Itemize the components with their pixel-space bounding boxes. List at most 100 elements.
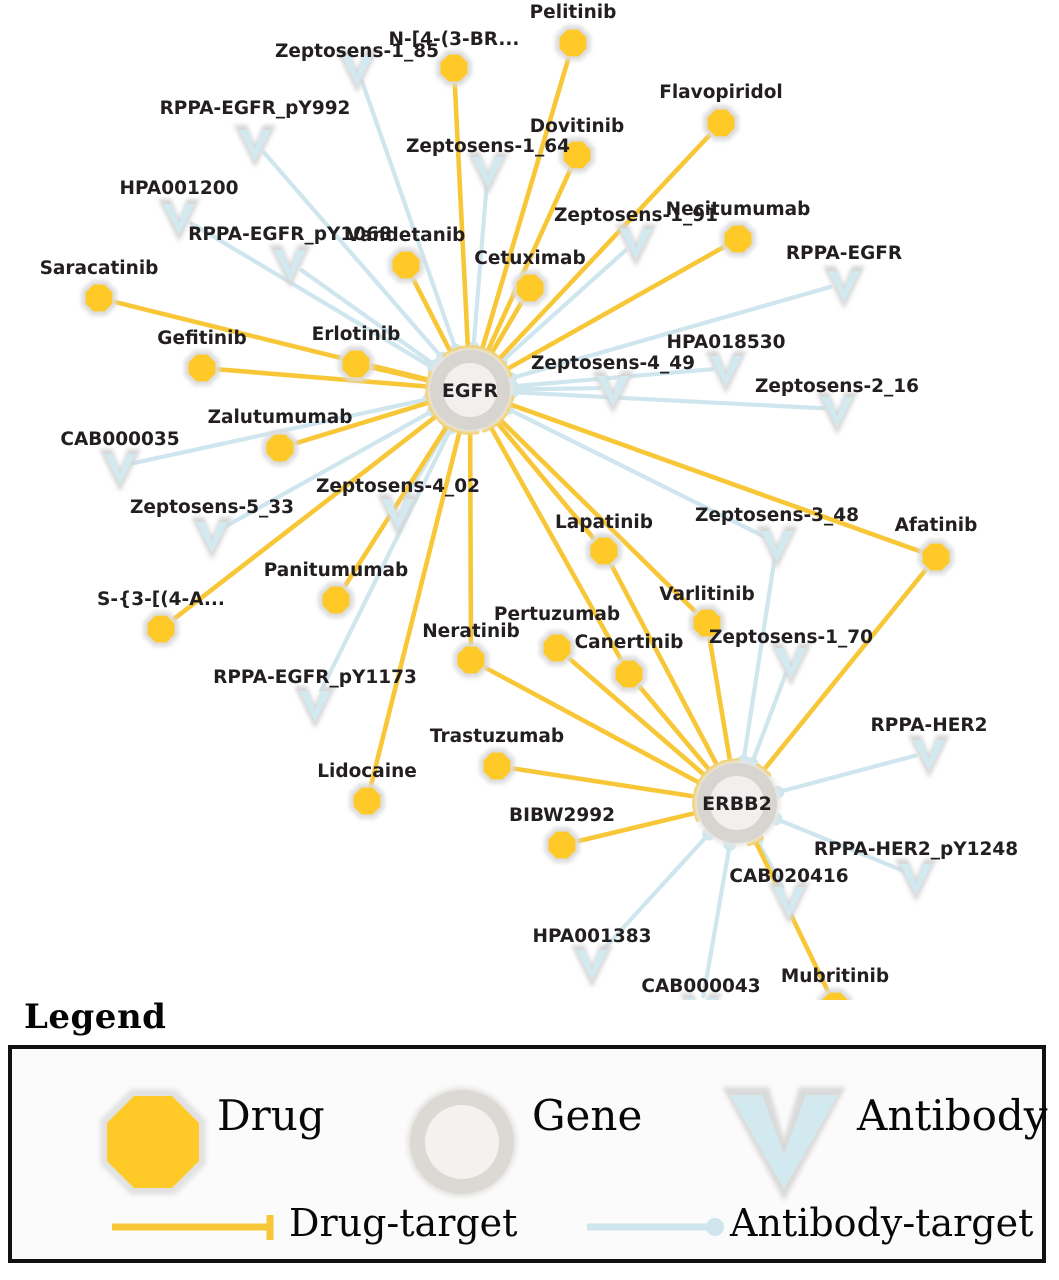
antibody-node[interactable] xyxy=(816,392,858,435)
gene-node-label: EGFR xyxy=(442,380,499,402)
drug-node[interactable] xyxy=(184,350,220,386)
antibody-node[interactable] xyxy=(768,882,810,925)
drug-target-edge xyxy=(452,79,478,351)
legend-edge-label-drug-target: Drug-target xyxy=(289,1201,518,1245)
drug-node[interactable] xyxy=(703,105,739,141)
antibody-node[interactable] xyxy=(269,245,311,288)
legend-title: Legend xyxy=(24,997,167,1037)
antibody-node-label: Zeptosens-1_91 xyxy=(554,205,718,226)
drug-octagon-icon xyxy=(100,1089,206,1195)
drug-node-label: Pelitinib xyxy=(530,2,617,23)
drug-node[interactable] xyxy=(544,827,580,863)
drug-node-label: Erlotinib xyxy=(312,324,401,345)
drug-node[interactable] xyxy=(453,642,489,678)
drug-node-label: Gefitinib xyxy=(157,328,246,349)
drug-node[interactable] xyxy=(338,346,374,382)
legend-edge-label-antibody-target: Antibody-target xyxy=(730,1201,1034,1245)
antibody-target-edge xyxy=(701,837,737,999)
antibody-node[interactable] xyxy=(705,351,747,394)
drug-node[interactable] xyxy=(388,247,424,283)
antibody-node[interactable] xyxy=(467,152,509,195)
drug-node[interactable] xyxy=(143,611,179,647)
antibody-node-label: CAB000035 xyxy=(60,429,179,450)
antibody-node-label: Zeptosens-1_85 xyxy=(275,41,439,62)
drug-target-edge-sample xyxy=(112,1215,274,1240)
drug-node[interactable] xyxy=(720,221,756,257)
drug-node-label: Afatinib xyxy=(895,515,978,536)
drug-node-label: Saracatinib xyxy=(40,258,159,279)
drug-node-label: S-{3-[(4-A... xyxy=(97,589,225,610)
drug-target-edge xyxy=(707,634,740,766)
gene-node[interactable] xyxy=(427,347,513,433)
antibody-node[interactable] xyxy=(99,449,141,492)
drug-node[interactable] xyxy=(81,280,117,316)
legend-node-label-antibody: Antibody xyxy=(857,1091,1048,1140)
antibody-node[interactable] xyxy=(191,517,233,560)
antibody-node[interactable] xyxy=(158,199,200,242)
drug-node[interactable] xyxy=(817,988,853,1000)
drug-node-label: BIBW2992 xyxy=(509,805,615,826)
antibody-node-label: RPPA-EGFR xyxy=(786,243,902,264)
antibody-node-label: CAB020416 xyxy=(729,866,848,887)
drug-node[interactable] xyxy=(349,783,385,819)
drug-node-label: Neratinib xyxy=(422,621,520,642)
drug-node[interactable] xyxy=(436,50,472,86)
antibody-node[interactable] xyxy=(908,735,950,778)
drug-node[interactable] xyxy=(262,430,298,466)
legend: Legend xyxy=(0,995,1059,1280)
drug-node-label: Lapatinib xyxy=(555,512,653,533)
antibody-node-label: Zeptosens-4_02 xyxy=(316,476,480,497)
drug-node-label: Pertuzumab xyxy=(494,604,620,625)
drug-node-label: Zalutumumab xyxy=(208,407,353,428)
antibody-node[interactable] xyxy=(592,371,634,414)
antibody-target-edge xyxy=(359,78,463,357)
drug-node[interactable] xyxy=(539,630,575,666)
antibody-node[interactable] xyxy=(756,526,798,569)
antibody-node-label: HPA001383 xyxy=(533,926,652,947)
antibody-target-edge xyxy=(771,753,918,799)
nodes-layer xyxy=(81,25,954,1000)
drug-node[interactable] xyxy=(479,748,515,784)
drug-target-edge xyxy=(508,765,699,806)
drug-node-label: N-[4-(3-BR... xyxy=(389,29,520,50)
drug-node[interactable] xyxy=(555,25,591,61)
node-labels-layer: N-[4-(3-BR... Pelitinib Flavopiridol Doviti… xyxy=(40,2,1019,997)
antibody-node-label: RPPA-EGFR_pY992 xyxy=(160,98,351,119)
antibody-target-edge-sample xyxy=(587,1218,724,1236)
legend-node-label-drug: Drug xyxy=(217,1091,325,1140)
antibody-node[interactable] xyxy=(336,50,378,93)
network-graph-canvas: N-[4-(3-BR... Pelitinib Flavopiridol Doviti… xyxy=(40,2,1019,1000)
antibody-node[interactable] xyxy=(770,643,812,686)
gene-node[interactable] xyxy=(694,760,780,846)
drug-node[interactable] xyxy=(918,539,954,575)
antibody-node-label: Zeptosens-2_16 xyxy=(755,376,919,397)
antibody-node[interactable] xyxy=(895,859,937,902)
drug-node[interactable] xyxy=(318,582,354,618)
drug-node[interactable] xyxy=(586,533,622,569)
antibody-node[interactable] xyxy=(680,993,722,1000)
antibody-node-label: Zeptosens-4_49 xyxy=(531,353,695,374)
drug-target-edge xyxy=(755,565,930,778)
antibody-node[interactable] xyxy=(823,266,865,309)
drug-node[interactable] xyxy=(559,137,595,173)
antibody-node-label: RPPA-EGFR_pY1173 xyxy=(213,667,417,688)
drug-node[interactable] xyxy=(512,270,548,306)
drug-node-label: Flavopiridol xyxy=(659,82,783,103)
antibody-node-label: HPA018530 xyxy=(667,332,786,353)
drug-node[interactable] xyxy=(689,605,725,641)
drug-node-label: Canertinib xyxy=(575,632,684,653)
antibody-node[interactable] xyxy=(615,224,657,267)
antibody-node-label: Zeptosens-3_48 xyxy=(695,505,859,526)
antibody-node[interactable] xyxy=(234,125,276,168)
antibody-node-label: RPPA-HER2 xyxy=(871,715,988,736)
antibody-node-label: CAB000043 xyxy=(641,976,760,997)
legend-node-label-gene: Gene xyxy=(532,1091,643,1140)
antibody-node-label: Zeptosens-1_70 xyxy=(709,627,873,648)
antibody-node[interactable] xyxy=(294,686,336,729)
antibody-node[interactable] xyxy=(377,494,419,537)
gene-ring-icon xyxy=(407,1087,517,1197)
gene-node-label: ERBB2 xyxy=(702,793,772,815)
drug-node[interactable] xyxy=(611,656,647,692)
antibody-chevron-icon xyxy=(722,1087,846,1201)
antibody-node[interactable] xyxy=(571,945,613,988)
